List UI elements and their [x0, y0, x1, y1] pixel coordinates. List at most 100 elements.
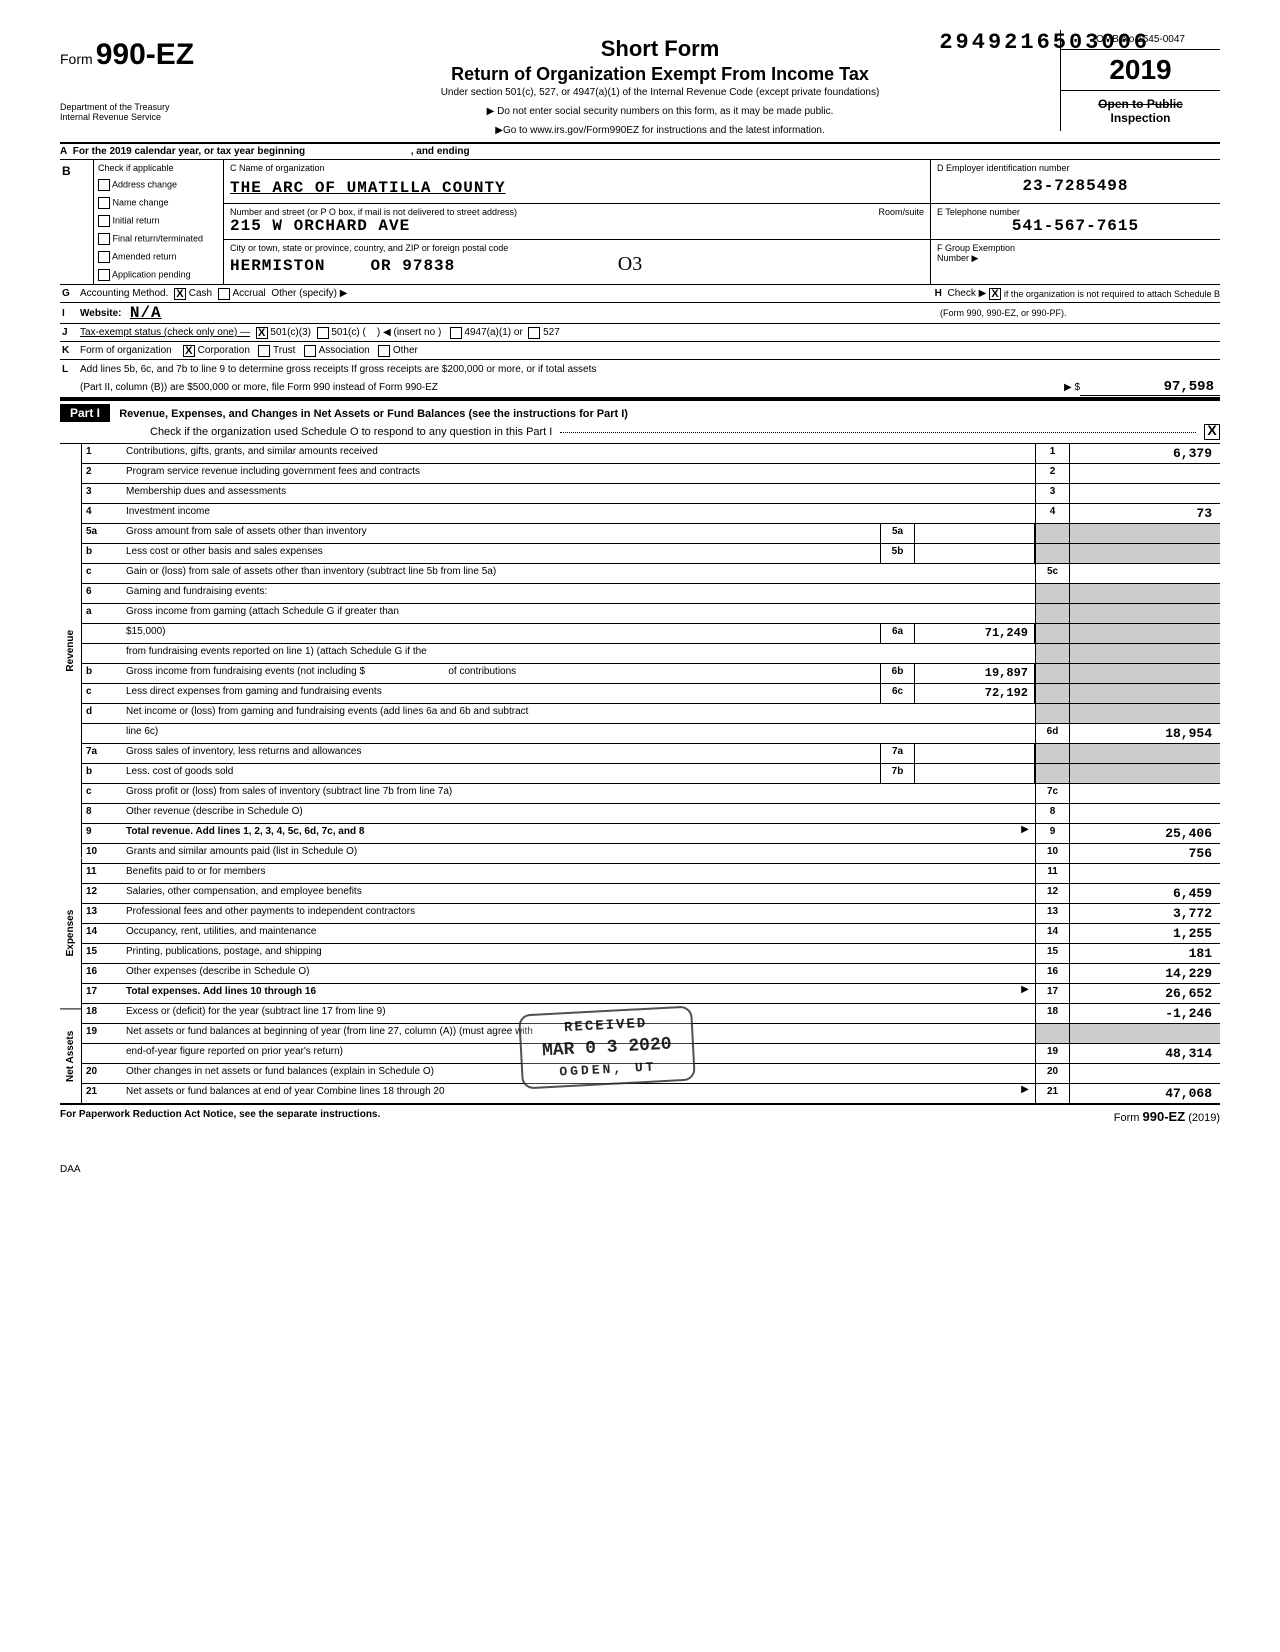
- state-zip: OR 97838: [370, 257, 455, 275]
- received-stamp: RECEIVED MAR 0 3 2020 OGDEN, UT: [518, 1006, 695, 1090]
- accrual-checkbox[interactable]: [218, 288, 230, 300]
- mid-val: [915, 764, 1035, 783]
- row-num: 1: [82, 444, 122, 463]
- row-2: 2Program service revenue including gover…: [82, 464, 1220, 484]
- end-val-shaded: [1070, 764, 1220, 783]
- end-val: 73: [1070, 504, 1220, 523]
- j-527: 527: [543, 327, 560, 338]
- row-num: 3: [82, 484, 122, 503]
- j-527-checkbox[interactable]: [528, 327, 540, 339]
- k-assoc: Association: [319, 345, 370, 356]
- end-val: 25,406: [1070, 824, 1220, 843]
- k-other: Other: [393, 345, 418, 356]
- part1-checkbox[interactable]: X: [1204, 424, 1220, 440]
- end-val: 6,459: [1070, 884, 1220, 903]
- row-7b: bLess. cost of goods sold7b: [82, 764, 1220, 784]
- g-cash: Cash: [189, 288, 212, 299]
- tax-year: 2019: [1061, 50, 1220, 91]
- l-text1: Add lines 5b, 6c, and 7b to line 9 to de…: [80, 364, 596, 375]
- footer: For Paperwork Reduction Act Notice, see …: [60, 1104, 1220, 1124]
- phone: 541-567-7615: [937, 217, 1214, 235]
- end-num: 9: [1035, 824, 1070, 843]
- row-17: 17Total expenses. Add lines 10 through 1…: [82, 984, 1220, 1004]
- check-pending: Application pending: [94, 266, 223, 284]
- title-under: Under section 501(c), 527, or 4947(a)(1)…: [270, 87, 1050, 98]
- row-4: 4Investment income473: [82, 504, 1220, 524]
- row-desc: Membership dues and assessments: [122, 484, 1035, 503]
- j-501c3-checkbox[interactable]: X: [256, 327, 268, 339]
- row-num: 18: [82, 1004, 122, 1023]
- cash-checkbox[interactable]: X: [174, 288, 186, 300]
- check-final: Final return/terminated: [94, 230, 223, 248]
- row-desc: Total expenses. Add lines 10 through 16: [122, 984, 1015, 1003]
- hand-o3: O3: [618, 253, 642, 275]
- mid-val: [915, 744, 1035, 763]
- line-g-h: G Accounting Method. X Cash Accrual Othe…: [60, 285, 1220, 303]
- row-desc: Salaries, other compensation, and employ…: [122, 884, 1035, 903]
- end-val: [1070, 784, 1220, 803]
- end-num-shaded: [1035, 524, 1070, 543]
- stamp-date: MAR 0 3 2020: [542, 1035, 672, 1062]
- e-label: E Telephone number: [937, 207, 1214, 217]
- check-column: Check if applicable Address change Name …: [94, 160, 224, 284]
- k-trust-checkbox[interactable]: [258, 345, 270, 357]
- form-label: Form: [60, 51, 93, 67]
- end-num-shaded: [1035, 664, 1070, 683]
- end-num: 1: [1035, 444, 1070, 463]
- row-desc: Less cost or other basis and sales expen…: [122, 544, 880, 563]
- end-val: 48,314: [1070, 1044, 1220, 1063]
- row-6: 6Gaming and fundraising events:: [82, 584, 1220, 604]
- end-val-shaded: [1070, 544, 1220, 563]
- part1-header-row: Part I Revenue, Expenses, and Changes in…: [60, 399, 1220, 444]
- row-num: b: [82, 664, 122, 683]
- label-b: B: [60, 160, 94, 284]
- row-9: 9Total revenue. Add lines 1, 2, 3, 4, 5c…: [82, 824, 1220, 844]
- row-num: 6: [82, 584, 122, 603]
- row-desc: line 6c): [122, 724, 1035, 743]
- mid-val: 71,249: [915, 624, 1035, 643]
- org-name: THE ARC OF UMATILLA COUNTY: [230, 179, 924, 197]
- k-corp-checkbox[interactable]: X: [183, 345, 195, 357]
- check-initial: Initial return: [94, 212, 223, 230]
- room-label: Room/suite: [878, 207, 924, 217]
- h-checkbox[interactable]: X: [989, 288, 1001, 300]
- j-501c-checkbox[interactable]: [317, 327, 329, 339]
- k-label: Form of organization: [80, 345, 172, 356]
- row-1: 1Contributions, gifts, grants, and simil…: [82, 444, 1220, 464]
- row-num: c: [82, 564, 122, 583]
- end-val: 26,652: [1070, 984, 1220, 1003]
- dept-irs: Internal Revenue Service: [60, 112, 260, 122]
- end-val: -1,246: [1070, 1004, 1220, 1023]
- k-assoc-checkbox[interactable]: [304, 345, 316, 357]
- mid-val: 19,897: [915, 664, 1035, 683]
- end-val-shaded: [1070, 624, 1220, 643]
- check-applicable: Check if applicable: [94, 160, 223, 176]
- row-6d: line 6c)6d18,954: [82, 724, 1220, 744]
- end-num: 21: [1035, 1084, 1070, 1103]
- k-other-checkbox[interactable]: [378, 345, 390, 357]
- arrow-icon: ▶: [1015, 1084, 1035, 1103]
- c-label: C Name of organization: [230, 163, 924, 173]
- row-num: 14: [82, 924, 122, 943]
- row-num: [82, 724, 122, 743]
- row-num: [82, 624, 122, 643]
- row-7c: cGross profit or (loss) from sales of in…: [82, 784, 1220, 804]
- title-goto: ▶Go to www.irs.gov/Form990EZ for instruc…: [270, 125, 1050, 136]
- j-4947-checkbox[interactable]: [450, 327, 462, 339]
- row-desc: Less direct expenses from gaming and fun…: [122, 684, 880, 703]
- form-number: 990-EZ: [96, 38, 194, 71]
- row-desc: Gain or (loss) from sale of assets other…: [122, 564, 1035, 583]
- end-val: [1070, 564, 1220, 583]
- end-val: 181: [1070, 944, 1220, 963]
- row-desc: Program service revenue including govern…: [122, 464, 1035, 483]
- row-num: b: [82, 764, 122, 783]
- row-desc: Gross sales of inventory, less returns a…: [122, 744, 880, 763]
- row-6c: cLess direct expenses from gaming and fu…: [82, 684, 1220, 704]
- end-val: 756: [1070, 844, 1220, 863]
- j-501c3: 501(c)(3): [270, 327, 311, 338]
- row-num: 8: [82, 804, 122, 823]
- l-arrow: ▶ $: [1064, 382, 1080, 393]
- end-num: 3: [1035, 484, 1070, 503]
- addr-label: Number and street (or P O box, if mail i…: [230, 207, 517, 217]
- mid-num: 5a: [880, 524, 915, 543]
